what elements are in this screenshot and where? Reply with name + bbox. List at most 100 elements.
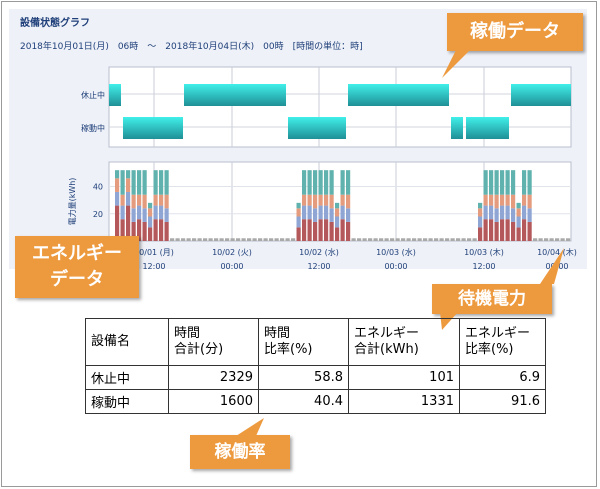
standby-bar [412,238,417,241]
energy-bar-segment [159,219,164,241]
energy-bar-segment [164,170,169,195]
energy-bar-segment [318,205,323,220]
standby-bar [544,238,549,241]
y-axis-label: 電力量(kWh) [67,178,77,226]
x-tick-time-label: 00:00 [220,262,243,269]
energy-bar-segment [340,205,345,220]
energy-bar-segment [313,208,318,222]
energy-bar-segment [137,205,142,220]
standby-bar [236,238,241,241]
cell-time-ratio: 58.8 [258,365,349,390]
table-row: 稼動中 1600 40.4 1331 91.6 [85,389,546,414]
standby-bar [384,238,389,241]
callout-operation-rate: 稼働率 [190,435,290,469]
energy-bar-segment [478,227,483,241]
energy-bar-segment [137,219,142,241]
state-bar [123,117,183,139]
standby-bar [560,238,565,241]
energy-bar-segment [511,221,516,241]
state-segment [466,117,509,139]
energy-bar-segment [500,170,505,195]
standby-bar [373,238,378,241]
energy-bar-segment [296,227,301,241]
energy-bar-segment [120,205,125,220]
state-row-label: 休止中 [81,90,105,100]
standby-bar [472,238,477,241]
energy-bar-segment [164,221,169,241]
standby-bar [192,238,197,241]
table-row: 休止中 2329 58.8 101 6.9 [85,365,546,390]
energy-bar-segment [494,170,499,195]
energy-bar-segment [329,194,334,209]
energy-bar-segment [296,202,301,209]
energy-bar-segment [318,170,323,195]
energy-bar-segment [511,194,516,209]
energy-bar-segment [527,221,532,241]
energy-bar-segment [302,170,307,195]
energy-bar-segment [489,194,494,206]
standby-bar [208,238,213,241]
header-energy-total: エネルギー 合計(kWh) [348,318,460,366]
standby-bar [285,238,290,241]
energy-bar-segment [335,216,340,228]
standby-bar [219,238,224,241]
state-segment [109,84,121,106]
energy-bar-segment [516,216,521,228]
energy-bar-segment [148,216,153,228]
energy-bar-segment [159,205,164,220]
energy-bar-segment [137,194,142,206]
equipment-status-graph-panel: 設備状態グラフ 2018年10月01日(月) 06時 ～ 2018年10月04日… [9,9,587,269]
energy-bar-segment [153,170,158,195]
standby-bar [181,238,186,241]
energy-bar-segment [142,170,147,195]
energy-bar-segment [340,194,345,206]
x-tick-date-label: 10/04 (木) [537,247,577,257]
energy-bar-segment [522,205,527,220]
cell-energy-total: 1331 [348,389,460,414]
energy-bar-segment [500,205,505,220]
x-tick-time-label: 00:00 [384,262,407,269]
state-segment [288,117,346,139]
energy-bar-segment [126,205,131,241]
callout-standby-power-tail [540,248,564,284]
energy-bar-segment [346,208,351,222]
header-time-total: 時間 合計(分) [168,318,259,366]
energy-bar-segment [296,216,301,228]
energy-bar-segment [313,221,318,241]
x-tick-date-label: 10/03 (水) [376,247,416,257]
energy-bar-segment [335,227,340,241]
y-tick-label: 20 [93,210,103,219]
x-tick-date-label: 10/01 (月) [134,248,174,257]
summary-table: 設備名 時間 合計(分) 時間 比率(%) エネルギー 合計(kWh) エネルギ… [85,318,546,414]
energy-bar-segment [346,170,351,195]
energy-bar-segment [142,208,147,222]
standby-bar [450,238,455,241]
header-label: エネルギー [465,326,531,341]
energy-bar-segment [126,170,131,179]
standby-bar [225,238,230,241]
energy-bar-segment [478,202,483,209]
header-label: エネルギー [354,326,420,341]
energy-bar-segment [115,178,120,192]
energy-bar-segment [318,219,323,241]
standby-bar [434,238,439,241]
standby-bar [362,238,367,241]
standby-bar [203,238,208,241]
energy-bar-segment [335,208,340,217]
energy-bar-segment [500,219,505,241]
state-segment [451,117,463,139]
standby-bar [357,238,362,241]
header-label: 設備名 [91,334,131,349]
energy-bar-segment [153,219,158,241]
standby-bar [566,238,571,241]
energy-bar-segment [313,170,318,195]
standby-bar [461,238,466,241]
standby-bar [395,238,400,241]
energy-bar-segment [522,219,527,241]
state-segment [348,84,449,106]
standby-bar [247,238,252,241]
energy-bar-segment [494,221,499,241]
energy-bar-segment [340,170,345,195]
energy-bar-segment [313,194,318,209]
state-segment [511,84,571,106]
